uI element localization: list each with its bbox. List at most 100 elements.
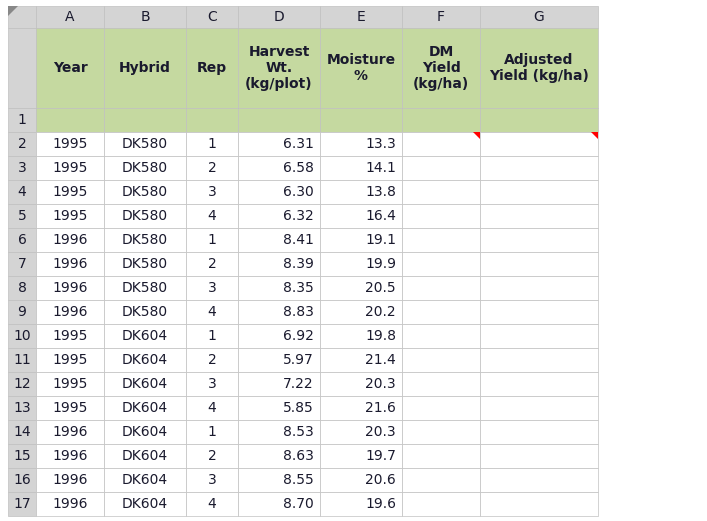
Bar [320, 132, 402, 156]
Bar [238, 204, 320, 228]
Bar [8, 204, 36, 228]
Bar [186, 444, 238, 468]
Text: 3: 3 [208, 281, 216, 295]
Text: 8.83: 8.83 [283, 305, 314, 319]
Text: 6.30: 6.30 [284, 185, 314, 199]
Text: 1: 1 [208, 329, 216, 343]
Text: 15: 15 [13, 449, 31, 463]
Text: 4: 4 [208, 401, 216, 415]
Bar [238, 6, 320, 28]
Bar [8, 132, 36, 156]
Bar [8, 396, 36, 420]
Text: 3: 3 [208, 185, 216, 199]
Bar [104, 180, 186, 204]
Text: 7: 7 [18, 257, 26, 271]
Bar [402, 276, 480, 300]
Text: 1: 1 [18, 113, 26, 127]
Text: 8.70: 8.70 [284, 497, 314, 511]
Text: 1: 1 [208, 425, 216, 439]
Bar [402, 108, 480, 132]
Bar [186, 324, 238, 348]
Bar [402, 252, 480, 276]
Bar [402, 324, 480, 348]
Text: 3: 3 [208, 473, 216, 487]
Bar [104, 348, 186, 372]
Bar [104, 108, 186, 132]
Bar [480, 108, 598, 132]
Bar [480, 156, 598, 180]
Text: 6.92: 6.92 [283, 329, 314, 343]
Bar [36, 420, 104, 444]
Bar [480, 444, 598, 468]
Bar [104, 6, 186, 28]
Bar [186, 28, 238, 108]
Bar [186, 372, 238, 396]
Bar [320, 204, 402, 228]
Bar [8, 300, 36, 324]
Bar [8, 324, 36, 348]
Text: 8.55: 8.55 [284, 473, 314, 487]
Bar [104, 204, 186, 228]
Text: 2: 2 [18, 137, 26, 151]
Text: 2: 2 [208, 353, 216, 367]
Bar [320, 276, 402, 300]
Text: 1996: 1996 [52, 233, 88, 247]
Bar [320, 420, 402, 444]
Text: DK580: DK580 [122, 209, 168, 223]
Text: 4: 4 [208, 497, 216, 511]
Text: 3: 3 [208, 377, 216, 391]
Bar [186, 348, 238, 372]
Bar [480, 276, 598, 300]
Bar [104, 228, 186, 252]
Bar [8, 468, 36, 492]
Text: 1995: 1995 [52, 161, 88, 175]
Text: D: D [274, 10, 284, 24]
Bar [480, 468, 598, 492]
Text: 9: 9 [18, 305, 26, 319]
Text: DK580: DK580 [122, 233, 168, 247]
Text: 14: 14 [13, 425, 31, 439]
Bar [320, 6, 402, 28]
Text: 2: 2 [208, 161, 216, 175]
Text: 19.1: 19.1 [365, 233, 396, 247]
Bar [402, 156, 480, 180]
Bar [186, 180, 238, 204]
Bar [104, 420, 186, 444]
Text: 16: 16 [13, 473, 31, 487]
Text: 6.32: 6.32 [284, 209, 314, 223]
Bar [186, 204, 238, 228]
Bar [36, 300, 104, 324]
Text: 13: 13 [13, 401, 31, 415]
Text: DK580: DK580 [122, 185, 168, 199]
Bar [36, 396, 104, 420]
Text: 14.1: 14.1 [365, 161, 396, 175]
Bar [186, 396, 238, 420]
Bar [186, 468, 238, 492]
Bar [104, 324, 186, 348]
Bar [104, 132, 186, 156]
Text: 2: 2 [208, 449, 216, 463]
Text: 21.4: 21.4 [366, 353, 396, 367]
Text: DK604: DK604 [122, 449, 168, 463]
Bar [186, 156, 238, 180]
Bar [238, 396, 320, 420]
Bar [36, 156, 104, 180]
Bar [480, 252, 598, 276]
Bar [480, 420, 598, 444]
Text: F: F [437, 10, 445, 24]
Text: 1996: 1996 [52, 497, 88, 511]
Bar [402, 300, 480, 324]
Text: 1995: 1995 [52, 209, 88, 223]
Text: 8.39: 8.39 [283, 257, 314, 271]
Bar [104, 300, 186, 324]
Text: DK604: DK604 [122, 497, 168, 511]
Bar [320, 180, 402, 204]
Text: 5.97: 5.97 [284, 353, 314, 367]
Text: 10: 10 [13, 329, 31, 343]
Bar [238, 348, 320, 372]
Bar [320, 28, 402, 108]
Bar [8, 6, 36, 28]
Text: DK604: DK604 [122, 401, 168, 415]
Polygon shape [8, 6, 18, 16]
Text: 12: 12 [13, 377, 31, 391]
